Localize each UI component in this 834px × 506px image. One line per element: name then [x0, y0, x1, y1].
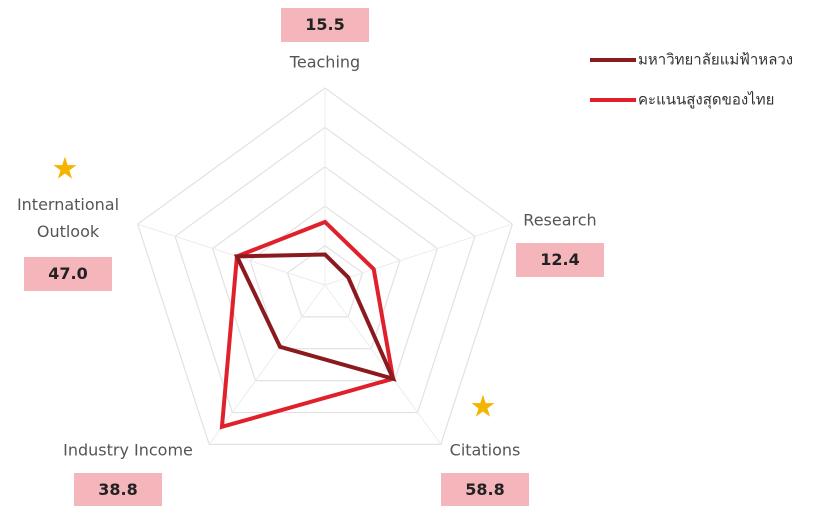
grid-ring [249, 205, 401, 350]
star-icon: ★ [52, 152, 79, 187]
grid-ring [174, 126, 476, 414]
axis-label: Industry Income [63, 440, 193, 460]
value-label: 58.8 [441, 473, 529, 506]
star-icon: ★ [470, 390, 497, 425]
axis-label: Research [523, 210, 597, 230]
axis-label: International Outlook [16, 195, 120, 241]
series-line [233, 252, 397, 382]
grid-ring [286, 244, 364, 318]
axis-label: Citations [449, 440, 521, 460]
value-label: 15.5 [281, 8, 369, 42]
value-label: 38.8 [74, 473, 162, 506]
legend-label: มหาวิทยาลัยแม่ฟ้าหลวง [638, 51, 793, 69]
axis-label: Teaching [289, 52, 361, 72]
grid-ring [136, 87, 514, 445]
value-label: 12.4 [516, 243, 604, 277]
axis-spoke [208, 284, 326, 445]
axis-spoke [137, 223, 326, 286]
value-label: 47.0 [24, 257, 112, 291]
axis-spoke [324, 223, 513, 286]
series-line [219, 219, 396, 430]
axis-spoke [324, 284, 442, 445]
grid-ring [211, 166, 439, 382]
legend-label: คะแนนสูงสุดของไทย [638, 91, 774, 110]
